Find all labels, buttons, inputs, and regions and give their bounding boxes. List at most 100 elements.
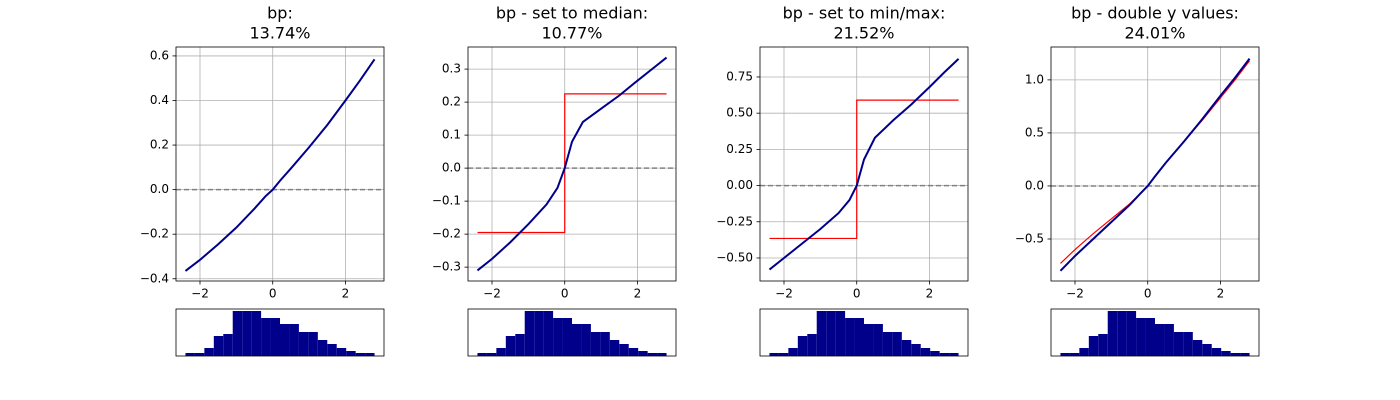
y-tick-label: −0.2	[432, 227, 461, 241]
chart-title: bp - set to min/max:	[783, 4, 946, 23]
histogram-bar	[1155, 324, 1165, 356]
histogram-bar	[826, 311, 836, 356]
histogram-bar	[1126, 311, 1137, 356]
y-tick-label: 0.0	[442, 161, 461, 175]
histogram-bar	[835, 311, 846, 356]
histogram-bar	[355, 353, 366, 356]
histogram-bar	[336, 348, 347, 356]
y-tick-label: 0.5	[1025, 125, 1044, 139]
y-tick-label: 0.2	[150, 138, 169, 152]
histogram-bar	[1098, 334, 1108, 356]
chart-title: bp - set to median:	[496, 4, 648, 23]
y-tick-label: 1.0	[1025, 72, 1044, 86]
histogram-bar	[845, 318, 855, 356]
histogram-bar	[1202, 344, 1212, 356]
histogram-bar	[864, 324, 874, 356]
histogram-bar	[1107, 311, 1118, 356]
histogram-bar	[1069, 353, 1080, 356]
histogram-bar	[242, 311, 252, 356]
chart-title: bp:	[267, 4, 293, 23]
histogram-bar	[1145, 318, 1155, 356]
histogram-bar	[280, 324, 290, 356]
histogram-bar	[1079, 348, 1089, 356]
x-tick-label: 2	[926, 287, 934, 301]
y-tick-label: −0.2	[140, 227, 169, 241]
histogram-bar	[223, 334, 233, 356]
histogram-bar	[317, 340, 328, 356]
line-series	[1060, 60, 1251, 264]
x-tick-label: 0	[1144, 287, 1152, 301]
x-tick-label: −2	[775, 287, 793, 301]
histogram-bar	[901, 340, 912, 356]
axes-frame	[467, 46, 677, 282]
histogram-bar	[486, 353, 497, 356]
histogram-bar	[882, 332, 893, 356]
histogram-bar	[346, 351, 356, 356]
line-series	[768, 58, 960, 271]
x-tick-label: 0	[853, 287, 861, 301]
histogram-bar	[477, 353, 487, 356]
axes-frame	[175, 46, 385, 282]
histogram-bar	[609, 340, 620, 356]
x-tick-label: −2	[483, 287, 501, 301]
axes-frame	[467, 308, 677, 357]
chart-title: bp - double y values:	[1071, 4, 1239, 23]
histogram-bar	[619, 344, 629, 356]
y-tick-label: 0.6	[150, 48, 169, 62]
x-tick-label: −2	[191, 287, 209, 301]
histogram-bar	[524, 311, 535, 356]
histogram-bar	[1230, 353, 1241, 356]
histogram-bar	[816, 311, 827, 356]
y-tick-label: 0.3	[442, 62, 461, 76]
histogram-bar	[534, 311, 544, 356]
histogram-bar	[628, 348, 639, 356]
histogram-bar	[308, 332, 318, 356]
histogram-bar	[581, 324, 591, 356]
chart-title: 13.74%	[249, 24, 310, 43]
histogram-bar	[1221, 351, 1231, 356]
y-tick-label: 0.50	[726, 106, 753, 120]
axes-frame	[1050, 308, 1260, 357]
histogram-bar	[289, 324, 299, 356]
histogram-bar	[600, 332, 610, 356]
histogram-bar	[1088, 336, 1099, 356]
histogram-bar	[496, 348, 506, 356]
histogram-bar	[505, 336, 516, 356]
y-tick-label: 0.00	[726, 178, 753, 192]
axes-frame	[759, 46, 969, 282]
histogram-bar	[892, 332, 902, 356]
histogram-bar	[185, 353, 195, 356]
y-tick-label: 0.25	[726, 142, 753, 156]
x-tick-label: 2	[342, 287, 350, 301]
histogram-bar	[930, 351, 940, 356]
histogram-bar	[769, 353, 779, 356]
histogram-bar	[1173, 332, 1184, 356]
histogram-bar	[327, 344, 337, 356]
histogram-bar	[270, 318, 280, 356]
y-tick-label: −0.50	[716, 250, 753, 264]
line-series	[769, 99, 959, 240]
histogram-bar	[788, 348, 798, 356]
y-tick-label: 0.0	[1025, 178, 1044, 192]
histogram-bar	[797, 336, 808, 356]
histogram-bar	[949, 353, 959, 356]
chart-title: 24.01%	[1124, 24, 1185, 43]
histogram-bar	[939, 353, 950, 356]
histogram-bar	[1192, 340, 1203, 356]
histogram-bar	[543, 311, 554, 356]
histogram-bar	[911, 344, 921, 356]
histogram-bar	[1211, 348, 1222, 356]
histogram-bar	[1060, 353, 1070, 356]
histogram-bar	[807, 334, 817, 356]
axes-frame	[1050, 46, 1260, 282]
y-tick-label: 0.0	[150, 182, 169, 196]
histogram-bar	[365, 353, 375, 356]
line-series	[476, 56, 668, 272]
histogram-bar	[213, 336, 224, 356]
histogram-bar	[261, 318, 271, 356]
histogram-bar	[657, 353, 667, 356]
histogram-bar	[778, 353, 789, 356]
x-tick-label: 0	[561, 287, 569, 301]
histogram-bar	[562, 318, 572, 356]
